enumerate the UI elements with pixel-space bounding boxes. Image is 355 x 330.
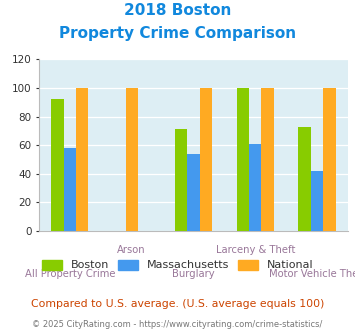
Bar <box>237 88 249 231</box>
Text: Compared to U.S. average. (U.S. average equals 100): Compared to U.S. average. (U.S. average … <box>31 299 324 309</box>
Bar <box>76 88 88 231</box>
Text: Arson: Arson <box>118 245 146 255</box>
Text: Property Crime Comparison: Property Crime Comparison <box>59 26 296 41</box>
Text: All Property Crime: All Property Crime <box>25 269 115 279</box>
Text: Larceny & Theft: Larceny & Theft <box>215 245 295 255</box>
Bar <box>249 144 261 231</box>
Bar <box>126 88 138 231</box>
Text: 2018 Boston: 2018 Boston <box>124 3 231 18</box>
Bar <box>299 127 311 231</box>
Bar <box>323 88 335 231</box>
Bar <box>64 148 76 231</box>
Bar <box>200 88 212 231</box>
Bar <box>311 171 323 231</box>
Bar <box>187 154 200 231</box>
Text: Burglary: Burglary <box>172 269 215 279</box>
Bar <box>51 99 64 231</box>
Bar <box>175 129 187 231</box>
Bar <box>261 88 274 231</box>
Legend: Boston, Massachusetts, National: Boston, Massachusetts, National <box>37 255 318 275</box>
Text: Motor Vehicle Theft: Motor Vehicle Theft <box>269 269 355 279</box>
Text: © 2025 CityRating.com - https://www.cityrating.com/crime-statistics/: © 2025 CityRating.com - https://www.city… <box>32 320 323 329</box>
